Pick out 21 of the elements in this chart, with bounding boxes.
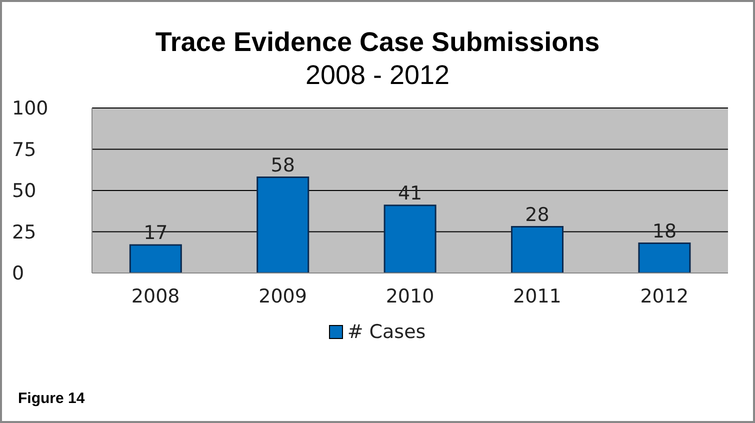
- y-tick-label: 25: [12, 221, 36, 244]
- x-tick-label: 2010: [386, 285, 434, 308]
- x-tick-label: 2011: [513, 285, 562, 308]
- y-tick-label: 75: [12, 138, 36, 161]
- bar: [256, 176, 310, 273]
- x-tick-label: 2008: [131, 285, 180, 308]
- data-label: 58: [270, 154, 295, 176]
- bar: [511, 226, 564, 273]
- chart-title: Trace Evidence Case Submissions: [154, 26, 601, 59]
- x-tick-label: 2012: [640, 285, 689, 308]
- bar: [384, 204, 436, 273]
- y-tick-label: 100: [12, 98, 48, 120]
- bar: [638, 242, 691, 273]
- chart-subtitle: 2008 - 2012: [304, 59, 451, 92]
- data-label: 28: [525, 204, 550, 226]
- legend-label: # Cases: [346, 321, 426, 343]
- x-tick-label: 2009: [258, 285, 307, 308]
- bar: [129, 244, 182, 273]
- y-tick-label: 50: [12, 180, 36, 202]
- y-tick-label: 0: [12, 262, 24, 285]
- caption: Figure 14: [18, 390, 85, 407]
